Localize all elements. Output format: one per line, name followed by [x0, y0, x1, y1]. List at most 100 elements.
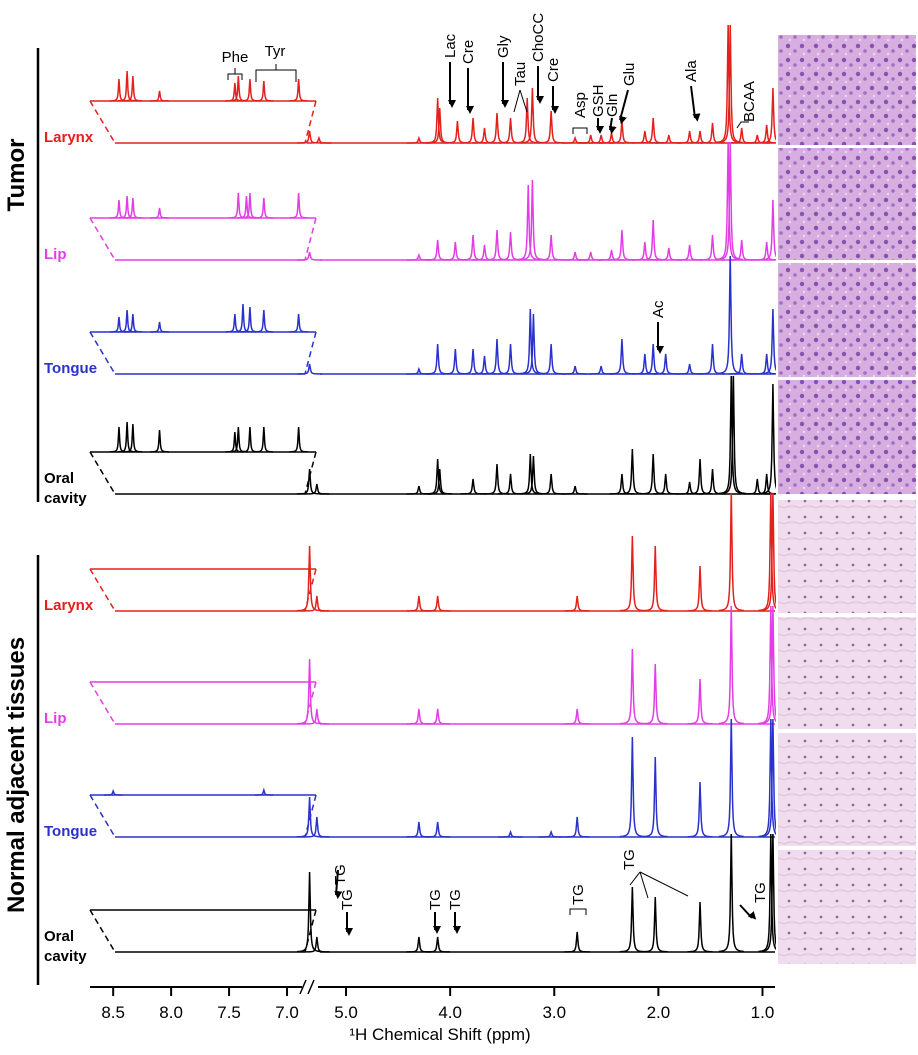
inset-peak: [117, 309, 137, 333]
peak: [754, 473, 776, 495]
peak: [520, 313, 546, 375]
peak: [640, 219, 666, 261]
peak: [427, 468, 453, 495]
peak: [588, 365, 614, 375]
spectrum: [89, 256, 776, 375]
peak: [744, 478, 770, 495]
annotation: Tyr: [265, 43, 286, 60]
x-tick-label: 4.0: [438, 1003, 462, 1022]
series-label: Larynx: [44, 597, 94, 614]
peak: [297, 871, 323, 953]
inset-peak: [150, 90, 169, 102]
annotation: GSH: [590, 84, 607, 117]
spectrum: [89, 834, 776, 953]
peak: [515, 184, 541, 261]
inset-peak: [123, 423, 143, 453]
peak: [578, 251, 604, 261]
spectrum: [89, 376, 776, 495]
peak: [425, 239, 451, 261]
series-label-box: Larynx: [44, 597, 94, 614]
peak: [564, 931, 590, 953]
series-label: Tongue: [44, 360, 98, 377]
peak: [599, 249, 625, 261]
peak: [406, 485, 432, 495]
peak: [642, 545, 668, 612]
inset-peak: [289, 192, 308, 219]
series-label: Larynx: [44, 129, 94, 146]
series-label: Oral cavity: [44, 470, 87, 507]
spectrum: [89, 493, 776, 612]
inset-guide: [89, 100, 317, 144]
inset-peak: [229, 75, 248, 102]
peak: [687, 678, 713, 725]
peak: [304, 936, 330, 953]
peak: [653, 353, 679, 375]
series-label-box: Tongue: [44, 360, 98, 377]
peak: [444, 120, 470, 144]
spectrum: [89, 719, 776, 838]
x-tick-label: 1.0: [751, 1003, 775, 1022]
peak: [442, 348, 468, 375]
peak: [640, 453, 666, 495]
peak: [538, 473, 564, 495]
peak: [729, 239, 755, 261]
peak: [425, 936, 451, 953]
peak: [498, 231, 524, 261]
annotation: Glu: [621, 63, 638, 86]
inset-peak: [240, 192, 260, 219]
inset-guide: [89, 217, 317, 261]
peak: [619, 736, 645, 838]
peak: [562, 251, 588, 261]
series-label-box: Lip: [44, 246, 67, 263]
peak: [425, 343, 451, 375]
x-tick-label: 5.0: [334, 1003, 358, 1022]
peak: [720, 376, 746, 495]
peak: [538, 234, 564, 261]
peak: [760, 719, 776, 838]
peak: [472, 244, 497, 261]
peak: [609, 473, 635, 495]
inset-peak: [123, 197, 143, 219]
series-label-box: Tongue: [44, 823, 97, 840]
peak: [677, 130, 703, 144]
annotation: Asp: [572, 92, 589, 118]
peak: [304, 595, 330, 612]
peak: [519, 87, 545, 144]
inset-guide: [89, 568, 317, 612]
annotation: TG: [752, 882, 769, 903]
peak: [562, 365, 588, 375]
inset-peak: [289, 78, 308, 102]
peak: [425, 708, 451, 725]
spectrum: [89, 25, 776, 144]
peak: [760, 308, 776, 375]
peak: [718, 493, 744, 612]
peak: [760, 834, 776, 953]
inset-peak: [150, 321, 169, 333]
peak: [538, 110, 564, 144]
peak: [406, 936, 432, 953]
peak: [425, 821, 451, 838]
series-label: Oral cavity: [44, 928, 87, 965]
x-tick-label: 8.5: [101, 1003, 125, 1022]
inset-guide: [89, 331, 317, 375]
peak: [498, 473, 524, 495]
peak: [297, 363, 323, 375]
axis-break: [299, 979, 315, 995]
inset-guide: [89, 794, 317, 838]
annotation: Ala: [683, 60, 700, 82]
peak: [564, 595, 590, 612]
peak: [471, 355, 498, 375]
peak: [297, 545, 323, 612]
peak: [520, 455, 546, 495]
inset-peak: [123, 313, 143, 333]
peak: [406, 821, 432, 838]
series-label-box: Larynx: [44, 129, 94, 146]
group-label: Normal adjacent tissues: [3, 637, 30, 913]
peak: [687, 901, 713, 953]
spectrum: [89, 142, 776, 261]
peak: [718, 719, 744, 838]
peak: [729, 353, 755, 375]
peak: [760, 606, 776, 725]
peak: [677, 363, 703, 375]
peak: [484, 112, 510, 144]
